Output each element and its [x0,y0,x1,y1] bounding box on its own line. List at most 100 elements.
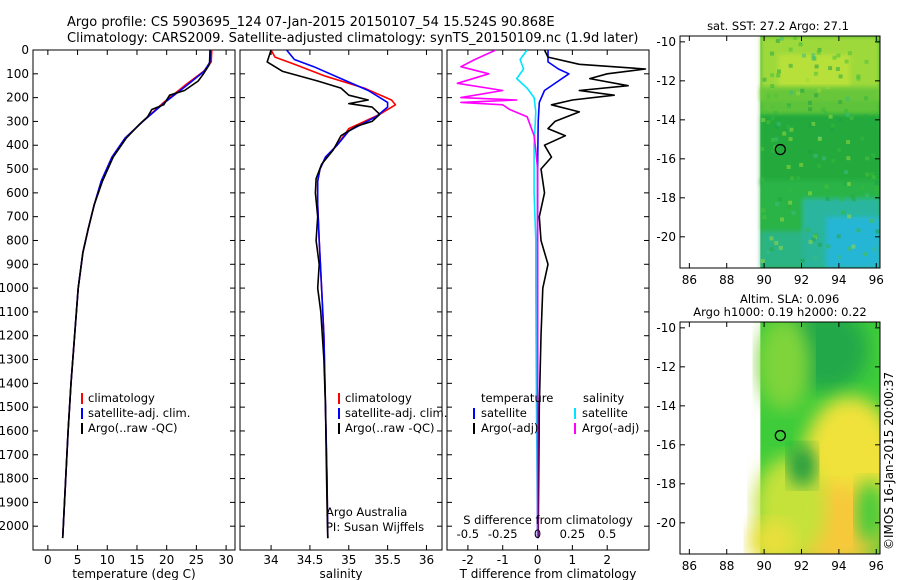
annotation-text: PI: Susan Wijffels [326,520,424,534]
field-pixel [801,53,806,58]
header-line-2: Climatology: CARS2009. Satellite-adjuste… [67,31,639,46]
field-pixel [838,117,843,122]
x-tick-label: -2 [462,553,474,567]
field-pixel [782,131,787,136]
y-tick-label: 1300 [0,353,29,367]
field-pixel [856,76,861,81]
field-pixel [871,174,876,179]
field-pixel [780,217,784,222]
salinity-xlabel: salinity [319,567,362,580]
field-pixel [874,137,879,142]
series-line-salinity-satellite [515,50,539,539]
legend-label: Argo(-adj) [481,421,538,435]
field-pixel [875,39,880,44]
field-pixel [775,38,780,43]
x-tick-label: 92 [794,559,809,573]
field-pixel [771,148,776,153]
x-tick-label: 30 [218,553,233,567]
field-pixel [808,191,812,196]
s-tick-label: -0.5 [457,527,479,541]
field-pixel [807,100,812,105]
temperature-xlabel: temperature (deg C) [72,567,195,580]
field-pixel [856,228,861,233]
x-tick-label: 20 [159,553,174,567]
field-pixel [800,88,805,93]
s-tick-label: 0.25 [560,527,586,541]
field-pixel [760,147,765,152]
field-patch [856,479,880,545]
field-pixel [838,100,843,104]
field-pixel [786,104,791,109]
x-tick-label: 0 [44,553,52,567]
field-pixel [864,96,868,101]
field-pixel [872,218,877,223]
x-tick-label: 36 [419,553,434,567]
field-pixel [778,197,783,202]
field-pixel [788,63,793,68]
legend-label: satellite [481,406,527,420]
field-patch [826,216,880,268]
field-pixel [814,93,819,98]
field-pixel [872,247,877,252]
y-tick-label: 900 [6,257,29,271]
argo-position-marker [774,429,786,442]
field-pixel [808,123,813,128]
field-pixel [836,53,841,58]
field-pixel [843,181,848,186]
field-pixel [860,136,865,141]
field-pixel [763,158,768,163]
field-pixel [822,156,826,161]
field-pixel [830,123,835,128]
sla-map-title: Altim. SLA: 0.096 [740,292,839,306]
x-tick-label: 10 [100,553,115,567]
field-pixel [762,215,767,220]
field-pixel [874,186,879,191]
field-pixel [789,90,794,95]
sst-map-field [760,36,880,268]
field-pixel [816,50,821,55]
field-pixel [776,73,781,78]
legend-label: satellite-adj. clim. [88,406,190,420]
field-pixel [846,182,851,186]
legend-label: climatology [88,391,155,405]
field-pixel [769,236,774,241]
field-pixel [788,200,793,205]
field-pixel [823,111,828,116]
field-pixel [838,74,843,79]
field-pixel [865,193,870,198]
sla-map-panel: 86 88 90 92 94 96 -10 -12 -14 -16 -18 -20 Altim. SLA… [656,292,884,573]
field-pixel [813,233,818,238]
field-pixel [833,120,838,125]
series-line-salinity-argo-adj- [456,50,539,539]
difference-xlabel: T difference from climatology [459,567,637,580]
x-tick-label: 96 [869,559,884,573]
field-pixel [831,159,836,164]
field-pixel [856,74,861,79]
field-pixel [826,85,831,90]
series-line-temperature-argo-adj- [537,50,647,539]
field-pixel [788,47,793,52]
y-tick-label: -16 [656,438,676,452]
y-tick-label: -14 [656,113,676,127]
field-pixel [826,244,831,249]
temperature-panel: 0 5 10 15 20 25 300100200300400500600700800900… [0,43,236,580]
field-pixel [779,36,784,41]
x-tick-label: 0 [534,553,542,567]
y-tick-label: 600 [6,186,29,200]
difference-frame [446,49,650,551]
field-pixel [869,219,874,223]
field-pixel [839,197,844,202]
y-tick-label: -16 [656,152,676,166]
sla-map-field [748,322,880,554]
field-pixel [847,246,852,251]
sla-map-frame [679,321,881,555]
legend-label: Argo(..raw -QC) [88,421,178,435]
y-tick-label: 500 [6,162,29,176]
y-tick-label: 1500 [0,400,29,414]
field-patch [748,519,797,554]
y-tick-label: -20 [656,230,676,244]
field-pixel [811,53,816,58]
field-pixel [770,84,775,88]
field-pixel [850,194,855,198]
sla-map-title: Argo h1000: 0.19 h2000: 0.22 [693,305,866,319]
